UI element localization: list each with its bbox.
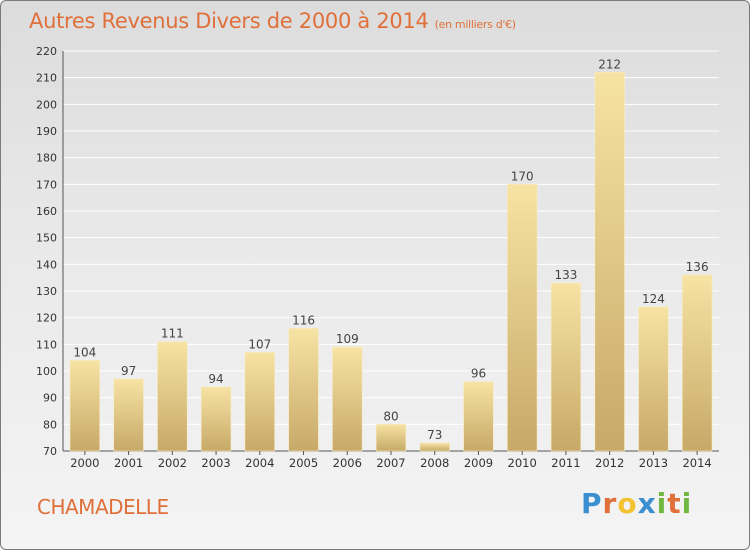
bars: [69, 72, 713, 452]
value-label-2008: 73: [427, 428, 442, 442]
y-tick-label: 130: [36, 285, 57, 298]
y-tick-label: 140: [36, 258, 57, 271]
y-tick-label: 210: [36, 72, 57, 85]
value-labels: 104 97 111 94 107 116 109 80 73 96 170 133 212 124 136: [73, 57, 708, 442]
bar-2008: [419, 442, 450, 452]
x-tick-label-2014: 2014: [682, 456, 711, 470]
y-axis-ticks: 70 80 90 100 110 120 130 140 150 160 170 180 190 200 2…: [36, 45, 57, 458]
value-label-2014: 136: [686, 260, 709, 274]
bar-2000: [69, 360, 101, 452]
x-tick-label-2000: 2000: [70, 456, 99, 470]
y-tick-label: 190: [36, 125, 57, 138]
x-tick-label-2002: 2002: [158, 456, 187, 470]
value-label-2012: 212: [598, 57, 621, 71]
value-label-2011: 133: [554, 268, 577, 282]
x-axis-ticks: 2000 2001 2002 2003 2004 2005 2006 2007 2008 2009…: [70, 451, 712, 470]
x-tick-label-2012: 2012: [595, 456, 624, 470]
bar-2002: [157, 341, 188, 452]
chart-title: Autres Revenus Divers de 2000 à 2014 (en …: [29, 9, 516, 33]
value-label-2009: 96: [471, 367, 486, 381]
x-tick-label-2013: 2013: [639, 456, 668, 470]
y-tick-label: 170: [36, 178, 57, 191]
x-tick-label-2006: 2006: [333, 456, 362, 470]
value-label-2001: 97: [121, 364, 136, 378]
x-tick-label-2009: 2009: [464, 456, 493, 470]
y-tick-label: 150: [36, 232, 57, 245]
x-tick-label-2003: 2003: [201, 456, 230, 470]
x-tick-label-2008: 2008: [420, 456, 449, 470]
town-name: CHAMADELLE: [37, 495, 169, 519]
value-label-2013: 124: [642, 292, 665, 306]
value-label-2005: 116: [292, 313, 315, 327]
x-tick-label-2005: 2005: [289, 456, 318, 470]
bar-2005: [288, 328, 319, 452]
bar-2012: [594, 72, 625, 452]
x-tick-label-2007: 2007: [376, 456, 405, 470]
bar-2014: [681, 274, 713, 452]
y-tick-label: 80: [43, 418, 57, 431]
x-tick-label-2010: 2010: [508, 456, 537, 470]
x-tick-label-2011: 2011: [551, 456, 580, 470]
y-tick-label: 90: [43, 392, 57, 405]
bar-2010: [507, 184, 538, 452]
y-tick-label: 180: [36, 152, 57, 165]
x-tick-label-2001: 2001: [114, 456, 143, 470]
x-tick-label-2004: 2004: [245, 456, 274, 470]
bar-2013: [638, 306, 669, 452]
y-tick-label: 120: [36, 312, 57, 325]
value-label-2000: 104: [73, 345, 96, 359]
value-label-2002: 111: [161, 327, 184, 341]
bar-2006: [332, 346, 363, 452]
y-tick-label: 100: [36, 365, 57, 378]
proxiti-logo: Proxiti: [581, 487, 693, 520]
bar-2007: [375, 424, 407, 452]
bar-2003: [200, 386, 232, 452]
chart-title-text: Autres Revenus Divers de 2000 à 2014: [29, 9, 429, 33]
value-label-2003: 94: [208, 372, 223, 386]
y-tick-label: 160: [36, 205, 57, 218]
y-tick-label: 70: [43, 445, 57, 458]
value-label-2007: 80: [383, 409, 398, 423]
chart-unit: (en milliers d'€): [434, 18, 516, 31]
value-label-2010: 170: [511, 169, 534, 183]
bar-2001: [113, 378, 144, 452]
value-label-2004: 107: [248, 337, 271, 351]
y-tick-label: 200: [36, 98, 57, 111]
bar-2004: [244, 352, 275, 452]
bar-2011: [550, 282, 582, 452]
y-tick-label: 110: [36, 338, 57, 351]
y-tick-label: 220: [36, 45, 57, 58]
bar-2009: [463, 381, 494, 452]
value-label-2006: 109: [336, 332, 359, 346]
